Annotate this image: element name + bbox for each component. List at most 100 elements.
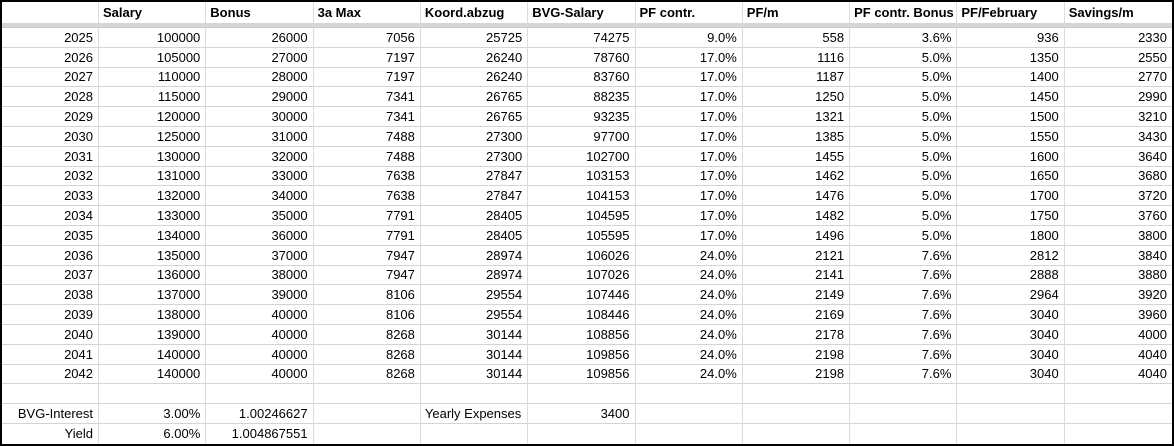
cell-3a-max[interactable]: 7341 xyxy=(313,107,421,127)
cell-pf-contr-bonus[interactable]: 7.6% xyxy=(850,364,958,385)
cell-savings-per-month[interactable]: 3760 xyxy=(1064,206,1172,226)
cell-3a-max[interactable]: 7341 xyxy=(313,87,421,108)
cell-koord-abzug[interactable]: 30144 xyxy=(420,364,529,385)
cell-savings-per-month[interactable]: 2770 xyxy=(1064,68,1172,88)
cell-year[interactable]: 2029 xyxy=(2,107,99,127)
cell-bvg-salary[interactable]: 108446 xyxy=(528,305,636,325)
cell-savings-per-month[interactable]: 2990 xyxy=(1064,87,1172,108)
cell-bonus[interactable]: 31000 xyxy=(206,126,314,147)
cell-bvg-salary[interactable]: 104595 xyxy=(528,206,636,226)
cell-pf-per-month[interactable]: 2141 xyxy=(742,265,851,286)
cell-bvg-salary[interactable]: 107026 xyxy=(528,265,636,286)
cell-year[interactable]: 2035 xyxy=(2,225,99,246)
cell-pf-contr[interactable]: 9.0% xyxy=(635,28,743,48)
yearly-expenses-value[interactable]: 3400 xyxy=(528,404,636,424)
cell-koord-abzug[interactable]: 26240 xyxy=(420,47,529,68)
column-header-3a-max[interactable]: 3a Max xyxy=(314,2,421,23)
cell-pf-per-month[interactable]: 1482 xyxy=(742,206,851,226)
cell-pf-february[interactable]: 3040 xyxy=(957,324,1065,345)
cell-salary[interactable]: 132000 xyxy=(99,186,207,207)
cell[interactable] xyxy=(528,384,636,405)
cell[interactable] xyxy=(957,404,1065,424)
cell-savings-per-month[interactable]: 2550 xyxy=(1064,48,1172,68)
column-header-pf-february[interactable]: PF/February xyxy=(957,2,1065,23)
cell-3a-max[interactable]: 8106 xyxy=(313,285,421,306)
cell-savings-per-month[interactable]: 3800 xyxy=(1064,226,1172,246)
cell-koord-abzug[interactable]: 29554 xyxy=(420,285,529,306)
cell-bvg-salary[interactable]: 104153 xyxy=(528,186,636,207)
cell-koord-abzug[interactable]: 26240 xyxy=(420,67,529,88)
cell-year[interactable]: 2040 xyxy=(2,324,99,345)
cell[interactable] xyxy=(636,423,743,444)
cell-salary[interactable]: 140000 xyxy=(99,344,207,365)
cell-pf-february[interactable]: 1750 xyxy=(957,206,1065,226)
column-header-savings-per-month[interactable]: Savings/m xyxy=(1068,5,1134,20)
cell-salary[interactable]: 134000 xyxy=(99,225,207,246)
cell-bonus[interactable]: 29000 xyxy=(206,87,314,108)
cell[interactable] xyxy=(635,384,743,405)
cell-koord-abzug[interactable]: 27300 xyxy=(420,146,529,167)
cell-pf-february[interactable]: 2888 xyxy=(957,265,1065,286)
cell[interactable] xyxy=(1065,424,1172,444)
cell-pf-february[interactable]: 936 xyxy=(957,28,1065,48)
column-header-salary[interactable]: Salary xyxy=(99,2,207,23)
cell[interactable] xyxy=(1064,384,1172,405)
cell[interactable] xyxy=(420,384,529,405)
cell-pf-contr-bonus[interactable]: 5.0% xyxy=(850,166,958,187)
cell[interactable] xyxy=(957,384,1065,405)
cell-salary[interactable]: 100000 xyxy=(99,28,207,48)
cell[interactable] xyxy=(1064,404,1172,424)
cell-pf-contr[interactable]: 24.0% xyxy=(635,344,743,365)
cell-bonus[interactable]: 40000 xyxy=(206,305,314,325)
bvg-interest-factor[interactable]: 1.00246627 xyxy=(206,404,314,424)
cell-bonus[interactable]: 40000 xyxy=(206,364,314,385)
cell-pf-contr[interactable]: 24.0% xyxy=(635,245,743,266)
cell-bonus[interactable]: 26000 xyxy=(206,28,314,48)
cell-3a-max[interactable]: 7791 xyxy=(313,225,421,246)
cell[interactable] xyxy=(635,404,743,424)
cell-pf-contr-bonus[interactable]: 7.6% xyxy=(850,265,958,286)
cell-savings-per-month[interactable]: 3920 xyxy=(1064,285,1172,306)
cell-salary[interactable]: 125000 xyxy=(99,126,207,147)
cell-pf-per-month[interactable]: 1385 xyxy=(742,126,851,147)
column-header-koord-abzug[interactable]: Koord.abzug xyxy=(421,2,529,23)
cell-pf-contr[interactable]: 17.0% xyxy=(635,206,743,226)
cell-year[interactable]: 2037 xyxy=(2,265,99,286)
cell-bvg-salary[interactable]: 93235 xyxy=(528,107,636,127)
cell-savings-per-month[interactable]: 4040 xyxy=(1064,365,1172,385)
cell[interactable] xyxy=(742,404,851,424)
cell-koord-abzug[interactable]: 28974 xyxy=(420,245,529,266)
cell-koord-abzug[interactable]: 27300 xyxy=(420,126,529,147)
cell-year[interactable]: 2025 xyxy=(2,28,99,48)
cell-pf-contr[interactable]: 17.0% xyxy=(635,146,743,167)
cell-koord-abzug[interactable]: 28405 xyxy=(420,225,529,246)
cell-bonus[interactable]: 34000 xyxy=(206,186,314,207)
cell-3a-max[interactable]: 8106 xyxy=(313,305,421,325)
cell-pf-contr[interactable]: 24.0% xyxy=(635,364,743,385)
cell-pf-per-month[interactable]: 558 xyxy=(742,28,851,48)
cell-salary[interactable]: 110000 xyxy=(99,67,207,88)
cell-bonus[interactable]: 39000 xyxy=(206,285,314,306)
cell-salary[interactable]: 105000 xyxy=(99,47,207,68)
cell-bvg-salary[interactable]: 105595 xyxy=(528,225,636,246)
column-header-bvg-salary[interactable]: BVG-Salary xyxy=(528,2,636,23)
cell[interactable] xyxy=(528,423,636,444)
cell-pf-contr-bonus[interactable]: 5.0% xyxy=(850,107,958,127)
cell-bonus[interactable]: 30000 xyxy=(206,107,314,127)
cell-bvg-salary[interactable]: 83760 xyxy=(528,67,636,88)
cell-pf-contr-bonus[interactable]: 5.0% xyxy=(850,87,958,108)
cell-bonus[interactable]: 40000 xyxy=(206,344,314,365)
cell-pf-contr-bonus[interactable]: 5.0% xyxy=(850,186,958,207)
cell-savings-per-month[interactable]: 4040 xyxy=(1064,345,1172,365)
cell-pf-per-month[interactable]: 1476 xyxy=(742,186,851,207)
cell-savings-per-month[interactable]: 3210 xyxy=(1064,107,1172,127)
cell-pf-contr[interactable]: 17.0% xyxy=(635,107,743,127)
cell-savings-per-month[interactable]: 3430 xyxy=(1064,127,1172,147)
cell-salary[interactable]: 139000 xyxy=(99,324,207,345)
cell-pf-contr[interactable]: 24.0% xyxy=(635,265,743,286)
cell-salary[interactable]: 131000 xyxy=(99,166,207,187)
cell-pf-february[interactable]: 1400 xyxy=(957,67,1065,88)
cell-pf-per-month[interactable]: 2169 xyxy=(742,305,851,325)
cell-year[interactable]: 2033 xyxy=(2,186,99,207)
column-header-pf-contr[interactable]: PF contr. xyxy=(636,2,743,23)
